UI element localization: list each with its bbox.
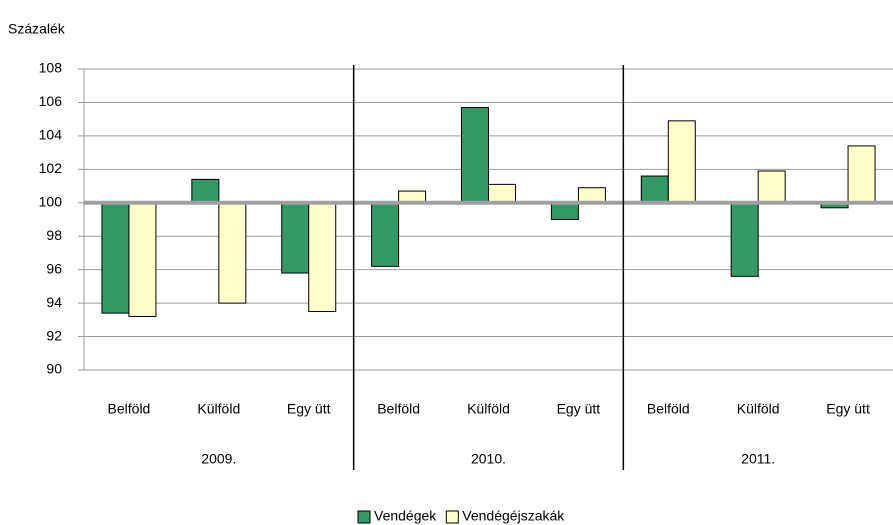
y-tick-label: 96 [46,260,62,276]
bar [281,202,310,274]
bar [550,202,579,220]
x-tick-label: Külföld [737,401,780,417]
bar [488,183,516,204]
bar [101,202,130,314]
bar [218,202,247,304]
group-label: 2011. [741,451,775,467]
y-axis-label: Százalék [8,21,66,37]
y-tick-label: 94 [46,294,62,310]
y-tick-label: 90 [46,361,62,377]
legend-swatch [357,510,371,524]
y-tick-label: 92 [46,327,62,343]
bar [128,202,157,317]
x-tick-label: Külföld [467,401,510,417]
y-tick-label: 108 [39,60,63,76]
bar [191,178,220,204]
bar [667,120,696,204]
group-label: 2010. [471,451,506,467]
x-tick-label: Egy ütt [557,401,601,417]
x-tick-label: Belföld [647,401,690,417]
y-tick-label: 100 [39,193,63,209]
bar [461,106,489,204]
legend-label: Vendégek [374,508,437,524]
x-tick-label: Belföld [377,401,420,417]
legend-label: Vendégéjszakák [462,508,565,524]
bar [757,170,786,204]
x-tick-label: Külföld [197,401,240,417]
x-tick-label: Egy ütt [826,401,870,417]
bar [577,187,606,204]
bar [730,202,759,277]
group-label: 2009. [201,451,236,467]
y-tick-label: 104 [39,127,63,143]
bar [847,145,876,204]
y-tick-label: 102 [39,160,63,176]
y-tick-label: 106 [39,93,63,109]
y-tick-label: 98 [46,227,62,243]
x-tick-label: Belföld [108,401,151,417]
legend-swatch [445,510,459,524]
bar [640,175,669,204]
bar [371,202,400,267]
x-tick-label: Egy ütt [287,401,331,417]
bar [308,202,337,312]
